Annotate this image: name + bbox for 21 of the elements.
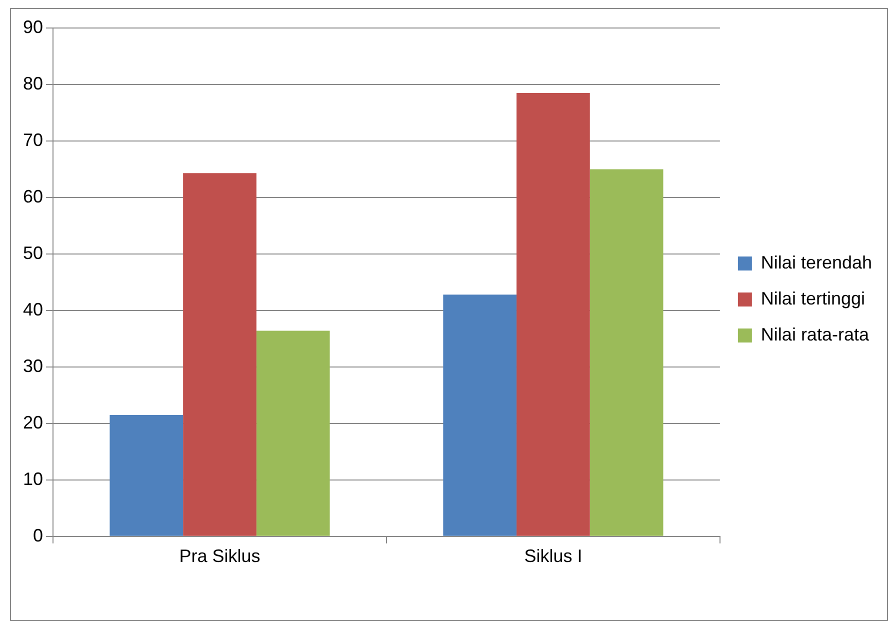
y-tick-label: 40 — [22, 299, 44, 320]
bar — [516, 92, 590, 536]
y-tick-label: 60 — [22, 186, 44, 206]
y-tick-label: 90 — [22, 16, 44, 37]
bar — [110, 414, 184, 536]
legend-label: Nilai terendah — [760, 252, 872, 272]
legend-label: Nilai tertinggi — [760, 288, 865, 308]
bar — [590, 169, 664, 536]
bar — [443, 294, 517, 536]
y-tick-label: 70 — [22, 130, 44, 150]
bar — [183, 173, 256, 536]
x-tick-label: Siklus I — [524, 546, 582, 566]
y-tick-label: 50 — [22, 242, 44, 263]
legend-label: Nilai rata-rata — [760, 324, 870, 344]
x-tick-label: Pra Siklus — [179, 546, 260, 566]
bar — [256, 330, 330, 536]
y-tick-label: 0 — [33, 525, 44, 546]
y-tick-label: 30 — [22, 356, 44, 376]
y-tick-label: 20 — [22, 412, 44, 432]
y-tick-label: 10 — [22, 468, 44, 489]
y-tick-label: 80 — [22, 73, 44, 94]
